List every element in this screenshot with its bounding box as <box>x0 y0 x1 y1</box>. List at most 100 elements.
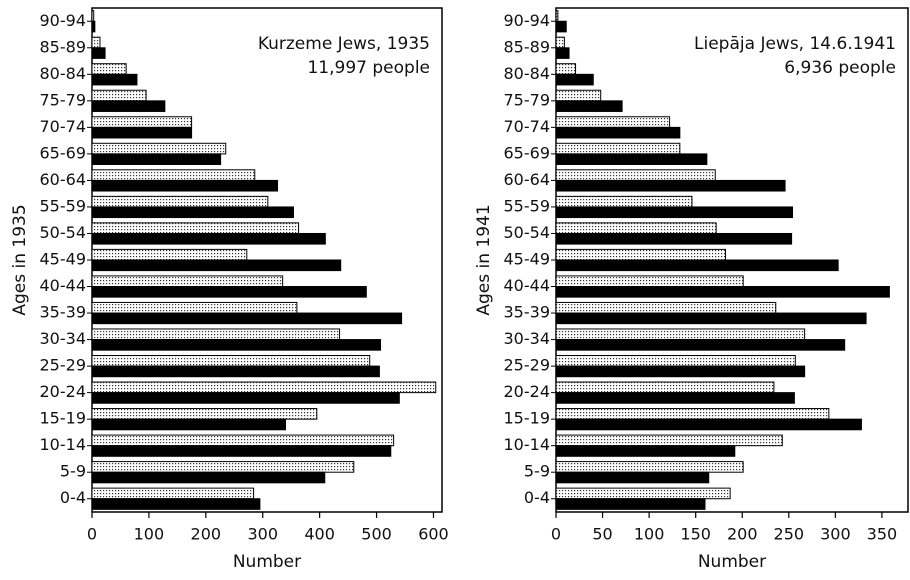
bar <box>91 179 279 192</box>
bar <box>555 100 623 112</box>
bar <box>91 73 138 86</box>
bar <box>91 286 367 298</box>
bar <box>91 248 248 261</box>
y-tick-label: 60-64 <box>504 170 551 189</box>
bar <box>91 36 101 49</box>
y-axis-label: Ages in 1941 <box>474 204 494 315</box>
bar <box>555 47 570 59</box>
y-tick-label: 45-49 <box>40 250 87 269</box>
y-tick-label: 40-44 <box>504 276 551 295</box>
y-tick-label: 35-39 <box>504 303 551 322</box>
bar <box>555 275 744 288</box>
bar <box>91 63 127 75</box>
bar <box>555 392 795 404</box>
x-tick-label: 300 <box>247 525 278 544</box>
bar <box>91 461 355 473</box>
y-tick-label: 55-59 <box>40 196 87 215</box>
y-tick-label: 25-29 <box>40 356 87 375</box>
bar <box>555 20 567 33</box>
y-tick-label: 5-9 <box>60 462 86 481</box>
y-tick-label: 0-4 <box>60 488 86 507</box>
bar <box>91 418 286 431</box>
bar <box>91 126 193 139</box>
bar <box>91 100 166 112</box>
x-tick-label: 500 <box>361 525 392 544</box>
bar <box>91 498 261 510</box>
y-tick-label: 80-84 <box>504 64 551 83</box>
bar <box>555 487 731 500</box>
bar <box>91 10 95 22</box>
bar <box>555 381 775 394</box>
bar <box>555 434 783 447</box>
y-tick-label: 85-89 <box>504 37 551 56</box>
bar <box>555 179 786 192</box>
y-tick-label: 5-9 <box>524 462 550 481</box>
y-tick-label: 75-79 <box>504 90 551 109</box>
bar <box>555 408 830 420</box>
bar <box>91 47 106 59</box>
bar <box>555 312 867 325</box>
bar <box>91 275 284 288</box>
y-tick-label: 75-79 <box>40 90 87 109</box>
y-tick-label: 70-74 <box>40 117 87 136</box>
bar <box>91 169 256 181</box>
bar <box>555 498 706 510</box>
bar <box>555 10 559 22</box>
y-tick-label: 15-19 <box>504 409 551 428</box>
bar <box>555 153 708 166</box>
x-tick-label: 0 <box>87 525 97 544</box>
bar <box>91 232 326 245</box>
y-tick-label: 70-74 <box>504 117 551 136</box>
x-tick-label: 350 <box>867 525 898 544</box>
y-tick-label: 40-44 <box>40 276 87 295</box>
bar <box>555 301 777 314</box>
x-tick-label: 50 <box>592 525 612 544</box>
y-tick-label: 90-94 <box>40 11 87 30</box>
y-tick-label: 85-89 <box>40 37 87 56</box>
bar <box>91 142 227 155</box>
bar <box>555 142 681 155</box>
y-tick-label: 30-34 <box>504 329 551 348</box>
bar <box>91 259 342 272</box>
x-tick-label: 0 <box>551 525 561 544</box>
bar <box>555 328 806 341</box>
bar <box>555 89 602 102</box>
bar <box>555 126 681 139</box>
bar <box>91 222 300 234</box>
x-tick-label: 200 <box>727 525 758 544</box>
x-tick-label: 150 <box>680 525 711 544</box>
annotation-title: Liepāja Jews, 14.6.1941 <box>694 34 896 54</box>
bar <box>555 248 726 261</box>
bar <box>555 73 594 86</box>
bar <box>555 222 717 234</box>
y-tick-label: 50-54 <box>504 223 551 242</box>
bar <box>91 116 193 128</box>
y-tick-label: 10-14 <box>504 435 551 454</box>
y-tick-label: 50-54 <box>40 223 87 242</box>
bar <box>91 408 318 420</box>
annotation-subtitle: 11,997 people <box>307 58 430 78</box>
bar <box>91 354 371 367</box>
y-tick-label: 0-4 <box>524 488 550 507</box>
bar <box>91 365 380 378</box>
bar <box>91 89 147 102</box>
y-tick-label: 80-84 <box>40 64 87 83</box>
y-tick-label: 20-24 <box>40 382 87 401</box>
bar <box>91 328 341 341</box>
bar <box>91 339 382 351</box>
bar <box>91 381 437 394</box>
bar <box>91 471 326 484</box>
bar <box>91 487 255 500</box>
bar <box>555 339 846 351</box>
bar <box>555 169 716 181</box>
y-tick-label: 25-29 <box>504 356 551 375</box>
y-tick-label: 20-24 <box>504 382 551 401</box>
annotation-title: Kurzeme Jews, 1935 <box>258 34 430 54</box>
bar <box>91 301 298 314</box>
bar <box>555 206 794 219</box>
bar <box>555 418 862 431</box>
y-tick-label: 10-14 <box>40 435 87 454</box>
bar <box>91 434 395 447</box>
y-tick-label: 90-94 <box>504 11 551 30</box>
